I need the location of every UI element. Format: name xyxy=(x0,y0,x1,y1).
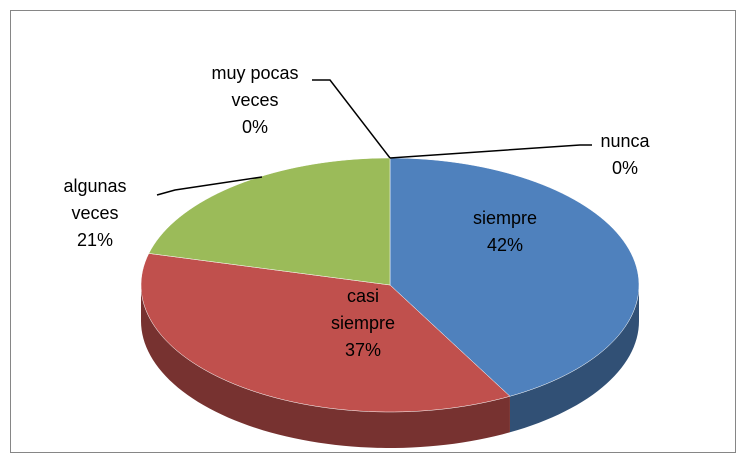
category-label: siempre xyxy=(472,208,538,228)
slice xyxy=(140,253,511,413)
slice xyxy=(148,157,391,286)
value-label: 0% xyxy=(611,158,638,178)
category-label: algunas veces xyxy=(63,176,127,223)
slice-side xyxy=(509,285,639,433)
slice xyxy=(389,157,640,397)
value-label: 42% xyxy=(486,235,524,255)
value-label: 0% xyxy=(241,117,268,137)
leader-line xyxy=(312,79,391,159)
category-label: nunca xyxy=(600,131,650,151)
category-label: muy pocas veces xyxy=(211,63,299,110)
slice-side xyxy=(141,285,510,448)
data-label: siempre 42% xyxy=(455,205,555,259)
value-label: 21% xyxy=(76,230,114,250)
category-label: casi siempre xyxy=(330,286,396,333)
data-label: casi siempre 37% xyxy=(318,283,408,364)
data-label: nunca 0% xyxy=(585,128,665,182)
leader-line xyxy=(389,144,592,159)
value-label: 37% xyxy=(344,340,382,360)
data-label: algunas veces 21% xyxy=(45,173,145,254)
data-label: muy pocas veces 0% xyxy=(205,60,305,141)
leader-line xyxy=(156,176,263,196)
